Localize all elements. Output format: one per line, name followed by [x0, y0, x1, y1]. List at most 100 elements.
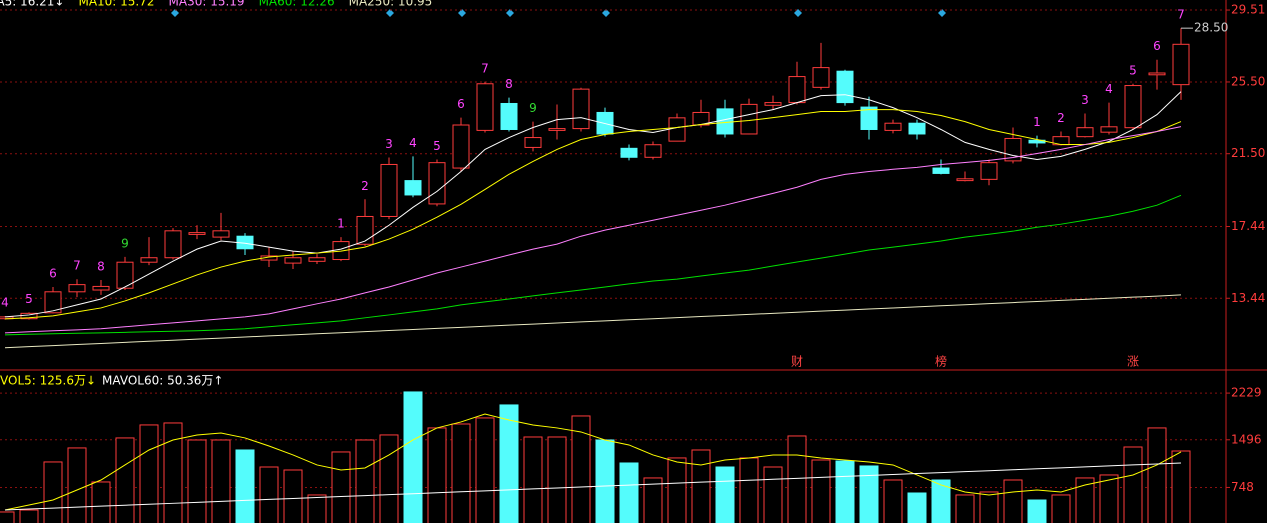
td-count: 9 — [529, 101, 537, 115]
volume-bar — [523, 436, 543, 523]
candle-body — [932, 167, 950, 174]
candle-body — [92, 285, 110, 291]
td-count: 8 — [97, 259, 105, 273]
candle-body — [500, 102, 518, 130]
td-count: 7 — [481, 61, 489, 75]
volume-bar — [571, 415, 591, 523]
candle-body — [860, 106, 878, 130]
candle-body — [524, 137, 542, 148]
candle-body — [1172, 43, 1190, 86]
candle-body — [212, 230, 230, 238]
flag — [386, 9, 394, 17]
candle-body — [668, 117, 686, 142]
flag — [602, 9, 610, 17]
volume-bar — [163, 422, 183, 523]
flag — [458, 9, 466, 17]
flag — [938, 9, 946, 17]
flag — [506, 9, 514, 17]
candle-body — [884, 122, 902, 131]
candle-body — [452, 124, 470, 169]
candle-body — [116, 261, 134, 289]
y-tick-label: 17.44 — [1231, 219, 1265, 233]
candle-body — [404, 180, 422, 196]
ma-line — [4, 91, 1182, 318]
volume-bar — [883, 479, 903, 523]
candle-body — [836, 70, 854, 104]
volume-bar — [307, 494, 327, 523]
ma-line — [4, 109, 1182, 320]
y-tick-label: 748 — [1231, 480, 1254, 494]
td-count: 7 — [73, 259, 81, 273]
event-label: 涨 — [1127, 354, 1139, 369]
candle-body — [788, 76, 806, 104]
ma-line — [4, 126, 1182, 334]
volume-bar — [1147, 427, 1167, 523]
event-label: 榜 — [935, 354, 947, 369]
td-count: 6 — [49, 266, 57, 280]
volume-bar — [739, 457, 759, 523]
candle-body — [1100, 126, 1118, 133]
plot-area: 4 5 6 7 8 9 1 2 3 4 5 6 7 8 9 财 榜 1 2 3 4 5 涨 6 7 — [0, 8, 1225, 523]
candle-body — [284, 257, 302, 264]
candle-body — [956, 178, 974, 182]
candle-body — [476, 83, 494, 131]
volume-bar — [427, 427, 447, 523]
y-tick-label: 21.50 — [1231, 146, 1265, 160]
volume-bar — [379, 434, 399, 523]
volume-bar — [1003, 479, 1023, 523]
y-tick-label: 1496 — [1231, 432, 1262, 446]
candle-body — [692, 111, 710, 126]
volume-bar — [619, 462, 639, 523]
flag — [794, 9, 802, 17]
legend-entry: MA30: 15.19 — [169, 0, 245, 9]
candle-body — [980, 162, 998, 180]
volume-bar — [91, 481, 111, 523]
y-tick-label: 25.50 — [1231, 74, 1265, 88]
candle-body — [548, 128, 566, 131]
candle-body — [812, 67, 830, 88]
td-count: 4 — [409, 136, 417, 150]
volume-bar — [283, 469, 303, 523]
volume-bar — [499, 404, 519, 523]
volume-bar — [235, 449, 255, 523]
volume-bar — [1099, 474, 1119, 523]
volume-ma-line — [4, 413, 1182, 511]
volume-bar — [19, 509, 39, 523]
candle-body — [644, 144, 662, 158]
candle-body — [164, 230, 182, 259]
volume-bar — [835, 460, 855, 523]
candle-body — [308, 257, 326, 262]
candle-body — [740, 103, 758, 135]
y-tick-label: 2229 — [1231, 386, 1262, 400]
candle-body — [716, 108, 734, 135]
volume-bar — [259, 466, 279, 523]
candle-body — [764, 102, 782, 106]
candle-body — [44, 291, 62, 314]
candle-body — [68, 284, 86, 293]
volume-bar — [1075, 477, 1095, 523]
high-label: 28.50 — [1194, 21, 1228, 35]
flag-markers — [171, 9, 946, 17]
td-count: 1 — [1033, 115, 1041, 129]
candle-body — [356, 215, 374, 245]
volume-bar — [187, 439, 207, 523]
legend-entry: MA60: 12.26 — [259, 0, 335, 9]
candle-body — [620, 147, 638, 158]
ma-line — [4, 294, 1182, 349]
volume-ma-line — [4, 462, 1182, 511]
volume-bar — [1027, 499, 1047, 523]
volume-bar — [691, 449, 711, 523]
legend-entry: VOL5: 125.6万↓ — [0, 374, 96, 388]
volume-bar — [67, 447, 87, 523]
volume-bar — [787, 435, 807, 523]
y-tick-label: 29.51 — [1231, 3, 1265, 17]
td-count: 5 — [25, 292, 33, 306]
volume-bar — [331, 451, 351, 523]
candle-body — [1076, 127, 1094, 138]
legend-entry: MA10: 15.72 — [78, 0, 154, 9]
td-count: 8 — [505, 77, 513, 91]
volume-bar — [115, 437, 135, 523]
volume-bar — [547, 436, 567, 523]
